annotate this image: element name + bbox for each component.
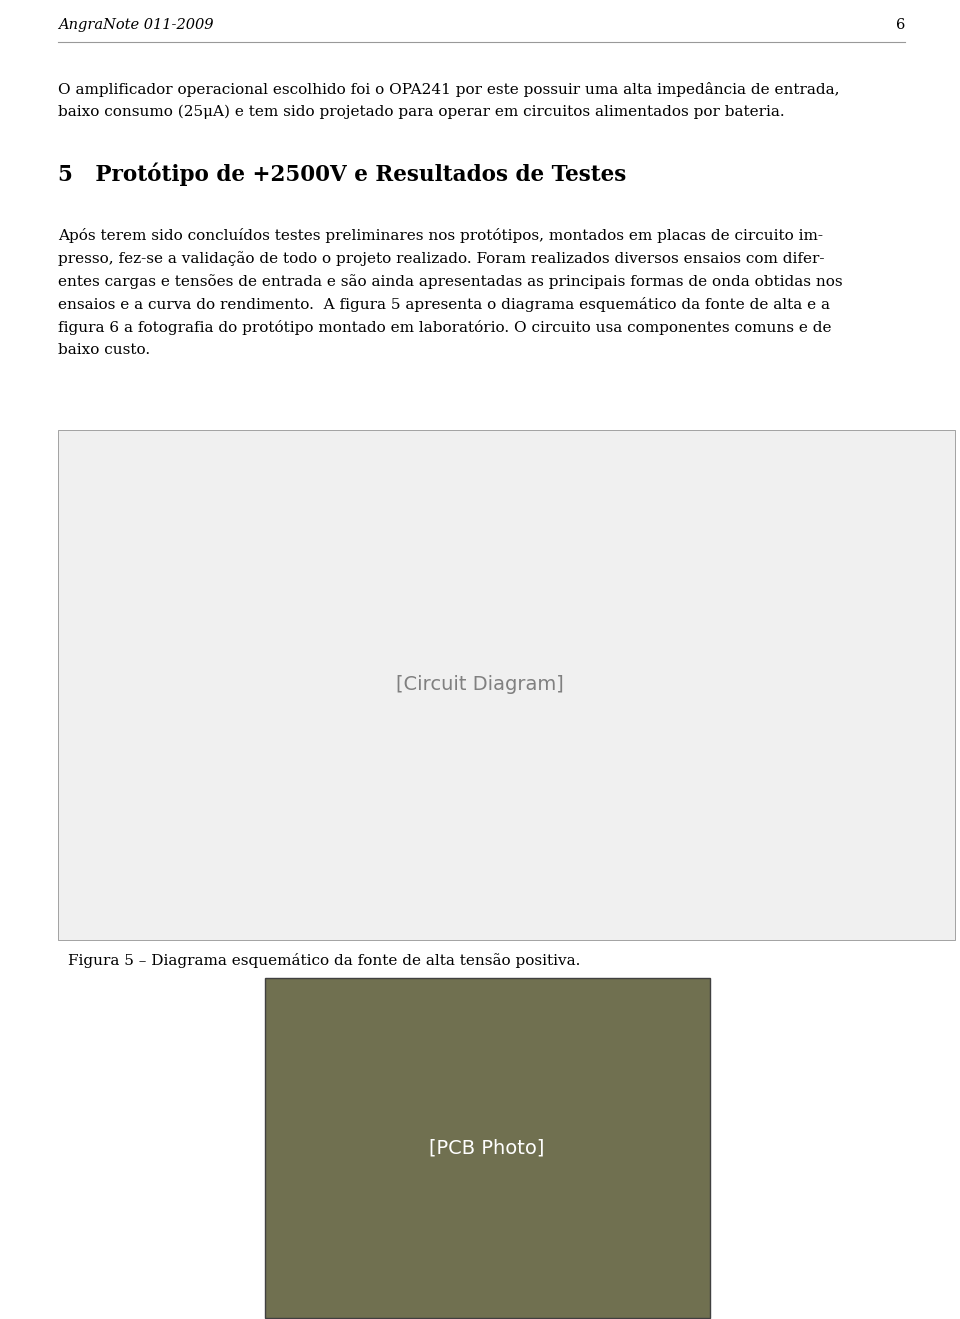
Text: baixo custo.: baixo custo. xyxy=(58,343,150,357)
Text: baixo consumo (25μA) e tem sido projetado para operar em circuitos alimentados p: baixo consumo (25μA) e tem sido projetad… xyxy=(58,106,784,120)
Text: O amplificador operacional escolhido foi o OPA241 por este possuir uma alta impe: O amplificador operacional escolhido foi… xyxy=(58,82,839,98)
Text: [PCB Photo]: [PCB Photo] xyxy=(429,1138,544,1158)
Text: entes cargas e tensões de entrada e são ainda apresentadas as principais formas : entes cargas e tensões de entrada e são … xyxy=(58,274,843,289)
Text: ensaios e a curva do rendimento.  A figura 5 apresenta o diagrama esquemático da: ensaios e a curva do rendimento. A figur… xyxy=(58,297,830,313)
Text: 6: 6 xyxy=(896,18,905,32)
Text: [Circuit Diagram]: [Circuit Diagram] xyxy=(396,675,564,695)
Text: 5   Protótipo de +2500V e Resultados de Testes: 5 Protótipo de +2500V e Resultados de Te… xyxy=(58,162,626,186)
Text: Figura 5 – Diagrama esquemático da fonte de alta tensão positiva.: Figura 5 – Diagrama esquemático da fonte… xyxy=(68,954,581,968)
Text: figura 6 a fotografia do protótipo montado em laboratório. O circuito usa compon: figura 6 a fotografia do protótipo monta… xyxy=(58,321,831,335)
Text: presso, fez-se a validação de todo o projeto realizado. Foram realizados diverso: presso, fez-se a validação de todo o pro… xyxy=(58,251,825,266)
Bar xyxy=(265,977,710,1318)
Bar xyxy=(58,430,955,940)
Text: AngraNote 011-2009: AngraNote 011-2009 xyxy=(58,18,213,32)
Text: Após terem sido concluídos testes preliminares nos protótipos, montados em placa: Após terem sido concluídos testes prelim… xyxy=(58,228,823,243)
